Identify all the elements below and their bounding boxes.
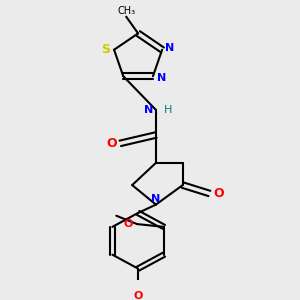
Text: O: O bbox=[134, 292, 143, 300]
Text: N: N bbox=[157, 73, 167, 82]
Text: O: O bbox=[106, 137, 117, 150]
Text: CH₃: CH₃ bbox=[117, 6, 135, 16]
Text: H: H bbox=[164, 105, 172, 115]
Text: N: N bbox=[144, 105, 153, 115]
Text: N: N bbox=[151, 194, 160, 204]
Text: O: O bbox=[124, 219, 133, 229]
Text: O: O bbox=[213, 187, 224, 200]
Text: S: S bbox=[101, 43, 110, 56]
Text: N: N bbox=[165, 44, 174, 53]
